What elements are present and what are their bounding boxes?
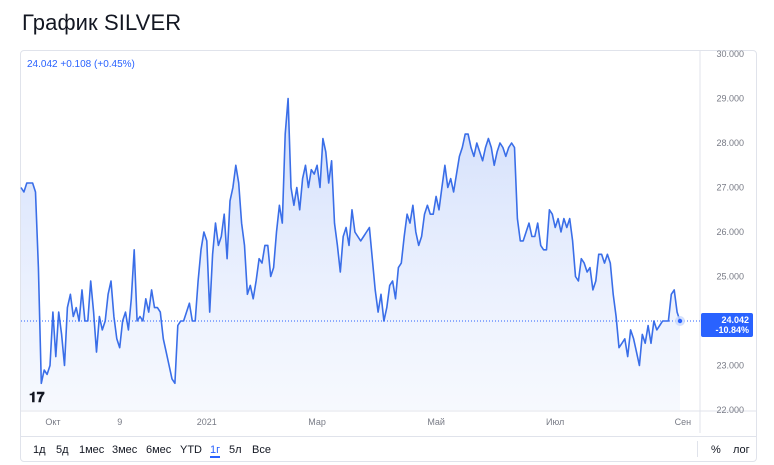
- last-price-badge: [701, 313, 753, 337]
- x-tick-label: Сен: [675, 417, 692, 427]
- range-button-0[interactable]: 1д: [33, 444, 46, 456]
- x-tick-label: 9: [117, 417, 122, 427]
- x-tick-label: 2021: [197, 417, 217, 427]
- range-button-3[interactable]: 3мес: [112, 444, 138, 456]
- range-button-6[interactable]: 1г: [210, 444, 221, 458]
- last-price-value: 24.042: [721, 315, 749, 325]
- y-tick-label: 30.000: [716, 49, 744, 59]
- log-scale-button[interactable]: лог: [733, 444, 750, 456]
- price-line: [20, 97, 681, 385]
- range-button-2[interactable]: 1мес: [79, 444, 105, 456]
- page-title: График SILVER: [22, 10, 182, 35]
- x-tick-label: Июл: [546, 417, 564, 427]
- percent-scale-button[interactable]: %: [711, 444, 721, 456]
- price-area-fill: [21, 98, 680, 410]
- toolbar-divider: [697, 441, 698, 457]
- last-price-change: -10.84%: [715, 325, 749, 335]
- range-button-4[interactable]: 6мес: [146, 444, 172, 456]
- x-tick-label: Мар: [308, 417, 326, 427]
- tradingview-logo-icon[interactable]: 𝟏𝟕: [29, 390, 45, 406]
- y-tick-label: 25.000: [716, 272, 744, 282]
- legend-price: 24.042: [27, 59, 58, 70]
- range-button-7[interactable]: 5л: [229, 444, 242, 456]
- price-legend: 24.042 +0.108 (+0.45%): [27, 59, 135, 70]
- last-point-marker: [677, 318, 683, 324]
- x-tick-label: Май: [427, 417, 445, 427]
- y-tick-label: 22.000: [716, 405, 744, 415]
- y-tick-label: 29.000: [716, 94, 744, 104]
- legend-change-pct: (+0.45%): [94, 59, 135, 70]
- range-button-5[interactable]: YTD: [180, 444, 202, 456]
- range-button-1[interactable]: 5д: [56, 444, 69, 456]
- y-tick-label: 23.000: [716, 361, 744, 371]
- range-button-8[interactable]: Все: [252, 444, 271, 456]
- y-tick-label: 26.000: [716, 227, 744, 237]
- x-tick-label: Окт: [45, 417, 60, 427]
- y-tick-label: 27.000: [716, 183, 744, 193]
- legend-change: +0.108: [60, 59, 92, 70]
- y-tick-label: 28.000: [716, 138, 744, 148]
- range-toolbar: [21, 436, 756, 462]
